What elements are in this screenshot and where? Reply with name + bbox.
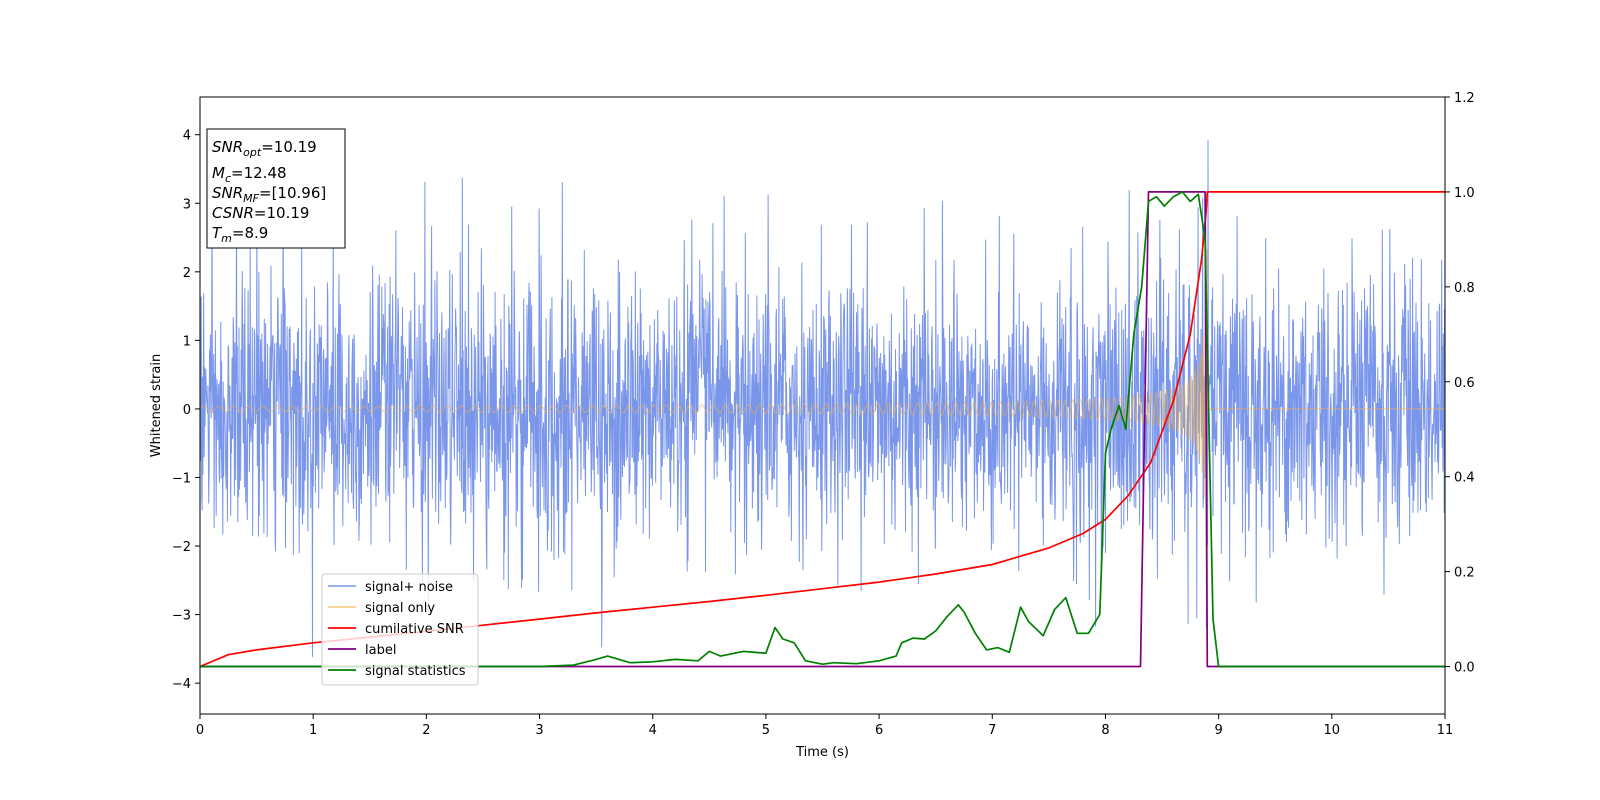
signal-noise-series — [200, 140, 1445, 658]
y-left-tick-label: −1 — [172, 471, 191, 486]
y-left-tick-label: 1 — [183, 334, 191, 349]
y-left-tick-label: 0 — [183, 403, 191, 418]
y-left-tick-label: −3 — [172, 609, 191, 624]
y-left-tick-label: 3 — [183, 197, 191, 212]
signal-only-series — [200, 249, 1445, 558]
x-tick-label: 10 — [1324, 723, 1341, 738]
y-right-tick-label: 0.8 — [1454, 281, 1475, 296]
x-tick-label: 5 — [762, 723, 770, 738]
y-right-tick-label: 0.0 — [1454, 661, 1475, 676]
y-right-tick-label: 0.4 — [1454, 471, 1475, 486]
y-right-tick-label: 0.6 — [1454, 376, 1475, 391]
x-tick-label: 4 — [649, 723, 657, 738]
signal-only-line — [200, 249, 1445, 558]
legend-frame — [321, 573, 479, 686]
y-right-tick-label: 1.2 — [1454, 91, 1475, 106]
stats-line: CSNR=10.19 — [212, 204, 309, 222]
legend-item: signal only — [365, 601, 435, 616]
stats-line: SNRopt=10.19 — [212, 138, 317, 159]
legend-item: signal+ noise — [365, 580, 453, 595]
y-right-tick-label: 1.0 — [1454, 186, 1475, 201]
signal-statistics-line — [200, 191, 1445, 668]
x-axis-label: Time (s) — [795, 745, 849, 760]
signal-noise-line — [200, 140, 1445, 658]
y-axis-right: 0.0 0.2 0.4 0.6 0.8 1.0 1.2 — [1445, 91, 1475, 676]
legend-item: label — [365, 643, 396, 658]
x-tick-label: 9 — [1214, 723, 1222, 738]
y-axis-label: Whitened strain — [149, 354, 164, 457]
x-tick-label: 6 — [875, 723, 883, 738]
stats-line: SNRMF=[10.96] — [212, 184, 326, 205]
legend-item: cumilative SNR — [365, 622, 464, 637]
x-tick-label: 7 — [988, 723, 996, 738]
legend: signal+ noise signal only cumilative SNR la… — [321, 573, 479, 686]
x-tick-label: 0 — [196, 723, 204, 738]
stats-line: Mc=12.48 — [212, 164, 287, 185]
x-tick-label: 1 — [309, 723, 317, 738]
stats-annotation-box: SNRopt=10.19 Mc=12.48SNRMF=[10.96]CSNR=10… — [206, 128, 346, 249]
y-left-tick-label: 2 — [183, 266, 191, 281]
x-tick-label: 11 — [1437, 723, 1454, 738]
plot-frame — [199, 96, 1446, 715]
y-axis-left: −4 −3 −2 −1 0 1 2 3 4 — [172, 129, 200, 692]
x-tick-label: 3 — [535, 723, 543, 738]
y-left-tick-label: −2 — [172, 540, 191, 555]
y-left-tick-label: −4 — [172, 677, 191, 692]
x-tick-label: 8 — [1101, 723, 1109, 738]
y-left-tick-label: 4 — [183, 129, 191, 144]
stats-line: Tm=8.9 — [212, 224, 268, 245]
x-axis: 0 1 2 3 4 5 6 7 8 9 10 11 — [196, 714, 1453, 738]
stats-box-frame — [206, 128, 346, 249]
legend-item: signal statistics — [365, 664, 466, 679]
x-tick-label: 2 — [422, 723, 430, 738]
y-right-tick-label: 0.2 — [1454, 566, 1475, 581]
